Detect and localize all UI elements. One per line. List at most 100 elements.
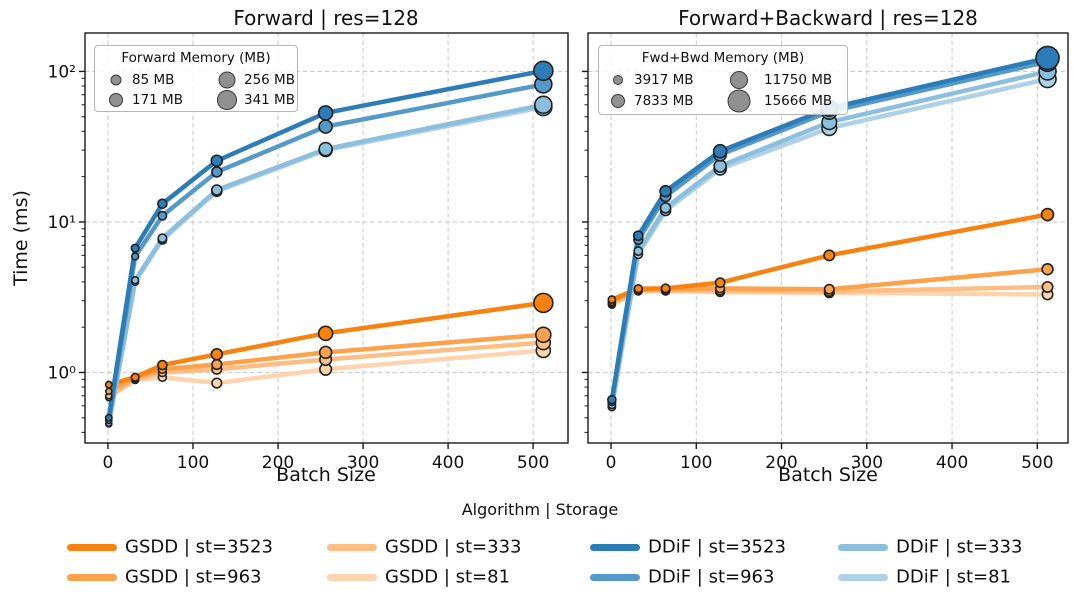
legend-line-swatch [590, 543, 640, 551]
marker-gsdd-st81 [211, 377, 223, 389]
marker-ddif-st3523 [317, 105, 334, 121]
marker-gsdd-st3523 [210, 348, 224, 361]
memory-size-label: 341 MB [244, 92, 295, 108]
marker-gsdd-st3523 [607, 295, 617, 304]
size-legend-forward-title: Forward Memory (MB) [121, 50, 271, 66]
y-tick-label: 10¹ [48, 213, 76, 233]
marker-ddif-st333 [157, 233, 168, 244]
marker-ddif-st3523 [1035, 45, 1060, 71]
marker-gsdd-st963 [105, 387, 113, 396]
legend-entry-label: GSDD | st=3523 [125, 536, 273, 558]
legend-entry-label: GSDD | st=333 [385, 536, 522, 558]
legend-line-swatch [838, 543, 888, 551]
memory-size-circle-icon [730, 71, 748, 89]
plot-border [587, 32, 1069, 444]
memory-size-circle-icon [218, 71, 236, 89]
legend-entry-label: DDiF | st=81 [896, 566, 1012, 588]
memory-size-label: 7833 MB [634, 93, 694, 109]
marker-gsdd-st3523 [714, 277, 726, 289]
memory-size-circle-icon [109, 93, 123, 107]
marker-gsdd-st3523 [823, 249, 836, 262]
x-tick-label: 100 [177, 453, 209, 473]
x-tick-label: 400 [432, 453, 464, 473]
series-line-ddif-st333 [106, 102, 546, 426]
x-tick-label: 300 [851, 453, 883, 473]
algorithm-storage-legend-title: Algorithm | Storage [461, 500, 619, 519]
marker-gsdd-st963 [1041, 263, 1054, 276]
marker-ddif-st333 [318, 141, 333, 157]
legend-line-swatch [590, 573, 640, 581]
marker-gsdd-st3523 [660, 283, 671, 294]
marker-ddif-st3523 [632, 230, 644, 242]
legend-entry-label: DDiF | st=3523 [648, 536, 786, 558]
memory-size-label: 11750 MB [764, 72, 833, 88]
marker-gsdd-st963 [318, 345, 333, 360]
marker-ddif-st3523 [157, 198, 168, 210]
y-tick-label: 10² [48, 62, 76, 82]
size-legend-forward-backward-title: Fwd+Bwd Memory (MB) [641, 50, 805, 66]
legend-line-swatch [67, 573, 117, 581]
x-tick-label: 200 [262, 453, 294, 473]
size-legend-forward: Forward Memory (MB) 85 MB 171 MB 256 MB 341… [94, 45, 298, 112]
marker-ddif-st3523 [659, 184, 672, 198]
legend-entry-label: GSDD | st=81 [385, 566, 511, 588]
legend-line-swatch [67, 543, 117, 551]
marker-ddif-st963 [130, 252, 140, 261]
y-axis-label: Time (ms) [10, 190, 32, 286]
x-axis-label-forward: Batch Size [276, 464, 376, 486]
panel-title-forward-backward: Forward+Backward | res=128 [678, 6, 978, 30]
plot-border [84, 32, 569, 444]
memory-size-circle-icon [613, 75, 623, 85]
marker-ddif-st3523 [712, 143, 728, 159]
marker-ddif-st333 [211, 184, 223, 196]
marker-gsdd-st3523 [533, 292, 554, 314]
x-tick-label: 200 [765, 453, 797, 473]
marker-gsdd-st963 [535, 326, 552, 344]
memory-size-label: 15666 MB [764, 93, 833, 109]
legend-entry-label: GSDD | st=963 [125, 566, 262, 588]
marker-gsdd-st333 [1041, 280, 1054, 293]
memory-size-label: 171 MB [132, 92, 183, 108]
marker-ddif-st3523 [104, 413, 113, 422]
marker-gsdd-st963 [823, 283, 835, 295]
legend-entry-label: DDiF | st=963 [648, 566, 775, 588]
marker-ddif-st333 [633, 246, 644, 257]
marker-gsdd-st3523 [130, 372, 140, 382]
marker-ddif-st333 [130, 276, 140, 285]
memory-size-label: 3917 MB [634, 72, 694, 88]
marker-ddif-st3523 [607, 394, 617, 405]
marker-ddif-st963 [318, 119, 333, 134]
marker-gsdd-st3523 [104, 380, 113, 389]
marker-ddif-st963 [211, 166, 223, 178]
marker-ddif-st963 [157, 210, 168, 221]
marker-gsdd-st3523 [1040, 207, 1055, 222]
marker-gsdd-st3523 [157, 359, 168, 371]
marker-ddif-st333 [659, 202, 672, 214]
marker-gsdd-st963 [211, 358, 223, 371]
marker-gsdd-st3523 [317, 325, 334, 342]
legend-line-swatch [838, 573, 888, 581]
x-tick-label: 0 [606, 453, 617, 473]
x-tick-label: 300 [347, 453, 379, 473]
panel-title-forward: Forward | res=128 [233, 6, 419, 30]
marker-ddif-st333 [534, 95, 553, 115]
x-tick-label: 100 [680, 453, 712, 473]
memory-size-label: 256 MB [244, 72, 295, 88]
marker-gsdd-st3523 [633, 284, 644, 294]
legend-entry-label: DDiF | st=333 [896, 536, 1023, 558]
series-line-ddif-st3523 [609, 55, 1050, 402]
x-tick-label: 400 [936, 453, 968, 473]
x-tick-label: 0 [103, 453, 114, 473]
marker-ddif-st333 [713, 159, 727, 173]
size-legend-forward-backward: Fwd+Bwd Memory (MB) 3917 MB 7833 MB 11750 … [598, 45, 848, 115]
marker-ddif-st3523 [533, 60, 554, 82]
marker-ddif-st3523 [130, 243, 140, 253]
legend-line-swatch [327, 573, 377, 581]
x-axis-label-forward-backward: Batch Size [778, 464, 878, 486]
series-line-ddif-st3523 [106, 68, 546, 421]
memory-size-circle-icon [727, 89, 751, 113]
y-tick-label: 10⁰ [48, 363, 77, 383]
x-tick-label: 500 [1021, 453, 1053, 473]
memory-size-circle-icon [217, 90, 237, 110]
